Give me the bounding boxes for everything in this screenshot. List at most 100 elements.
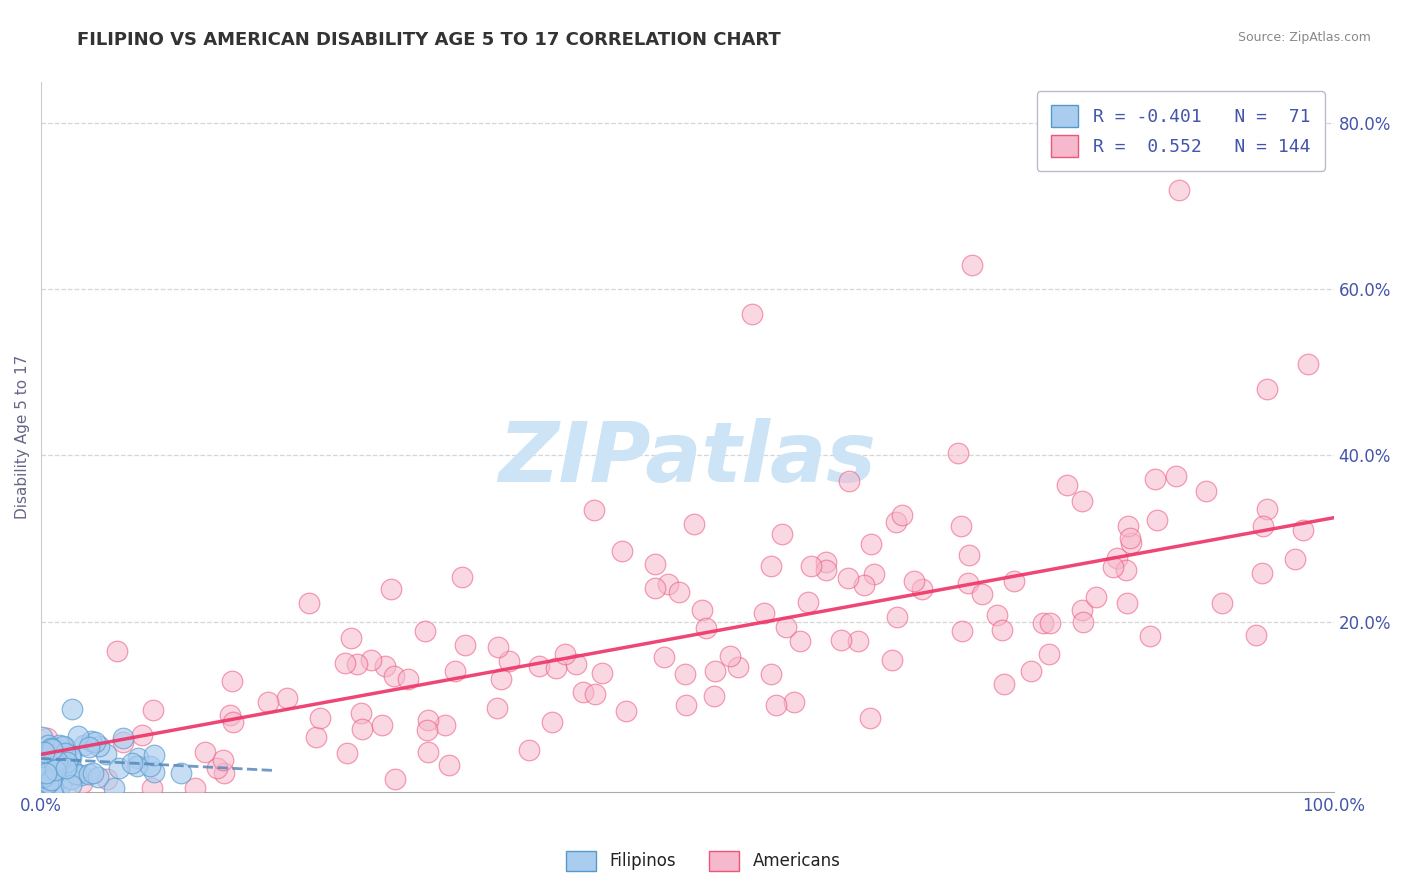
Point (1102, 559, 1125, 574)
Point (121, 756, 143, 770)
Point (775, 620, 797, 634)
Point (690, 602, 713, 616)
Point (1119, 531, 1142, 545)
Point (39, 741, 62, 756)
Point (1115, 563, 1137, 577)
Point (77, 740, 100, 755)
Point (49, 776, 72, 790)
Point (418, 746, 440, 760)
Point (1032, 615, 1054, 630)
Point (554, 647, 576, 661)
Point (340, 631, 363, 645)
Point (1071, 493, 1094, 508)
Point (1139, 629, 1161, 643)
Point (703, 689, 725, 703)
Point (433, 718, 456, 732)
Point (439, 758, 461, 772)
Point (1019, 664, 1042, 678)
Point (1164, 468, 1187, 483)
Point (65, 767, 87, 781)
Point (60, 702, 83, 716)
Point (53, 747, 76, 762)
Point (837, 571, 859, 585)
Point (32, 745, 55, 759)
Point (765, 698, 787, 712)
Point (891, 508, 914, 522)
Point (94, 747, 117, 761)
Point (111, 735, 134, 749)
Point (80, 734, 103, 748)
Point (46, 754, 69, 768)
Point (73, 738, 96, 752)
Point (35, 756, 58, 771)
Point (572, 685, 595, 699)
Point (41, 741, 63, 756)
Point (1167, 183, 1189, 197)
Point (1105, 550, 1128, 565)
Point (541, 715, 564, 730)
Point (59, 749, 82, 764)
Point (212, 765, 235, 780)
Point (37, 758, 59, 772)
Point (221, 673, 243, 688)
Point (48, 738, 70, 752)
Point (41, 772, 63, 787)
Point (704, 664, 727, 678)
Point (1211, 596, 1233, 610)
Point (105, 644, 128, 658)
Point (35, 773, 58, 788)
Point (1292, 523, 1315, 537)
Point (41, 769, 63, 783)
Point (950, 624, 973, 638)
Point (759, 667, 782, 681)
Point (413, 624, 436, 638)
Point (37, 738, 59, 752)
Point (53, 746, 76, 760)
Point (591, 666, 613, 681)
Point (42, 748, 65, 763)
Point (380, 582, 402, 597)
Point (652, 649, 675, 664)
Point (37, 753, 59, 767)
Point (444, 664, 467, 678)
Point (991, 623, 1014, 637)
Point (67, 729, 90, 743)
Point (107, 761, 129, 775)
Point (770, 527, 793, 541)
Point (143, 765, 166, 780)
Point (498, 654, 520, 668)
Point (44, 763, 66, 777)
Point (957, 548, 980, 562)
Point (112, 731, 135, 745)
Point (451, 570, 474, 584)
Point (41, 747, 63, 761)
Point (491, 672, 513, 686)
Point (859, 536, 882, 550)
Point (45, 760, 67, 774)
Point (350, 706, 373, 721)
Point (616, 704, 638, 718)
Point (544, 661, 567, 675)
Point (583, 502, 606, 516)
Text: ZIPatlas: ZIPatlas (499, 417, 876, 499)
Y-axis label: Disability Age 5 to 17: Disability Age 5 to 17 (15, 355, 30, 519)
Point (668, 585, 690, 599)
Point (59, 778, 82, 792)
Point (683, 517, 706, 532)
Point (384, 772, 406, 787)
Point (1251, 518, 1274, 533)
Point (221, 715, 243, 730)
Point (718, 648, 741, 663)
Point (127, 759, 149, 773)
Point (59, 750, 82, 764)
Point (583, 687, 606, 701)
Point (131, 728, 153, 742)
Point (853, 578, 876, 592)
Point (903, 574, 925, 588)
Point (993, 677, 1015, 691)
Point (529, 659, 551, 673)
Point (1071, 603, 1094, 617)
Point (1256, 382, 1278, 396)
Point (1195, 484, 1218, 499)
Point (139, 758, 162, 772)
